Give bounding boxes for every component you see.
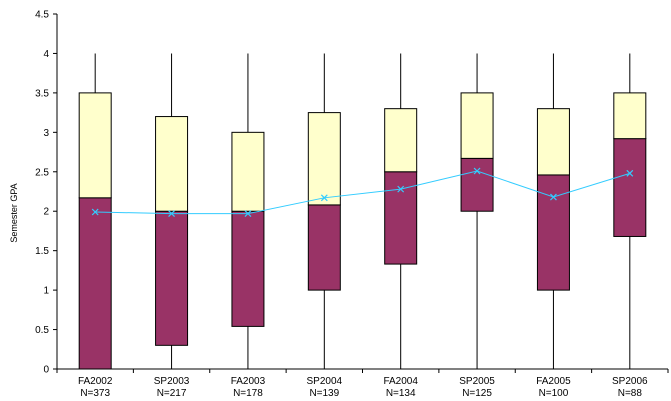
x-tick-label-count: N=217 bbox=[157, 388, 187, 399]
x-tick-label-term: FA2003 bbox=[231, 376, 266, 387]
y-tick-label: 4.5 bbox=[35, 10, 49, 21]
mean-marker bbox=[397, 185, 405, 193]
x-axis: FA2002N=373SP2003N=217FA2003N=178SP2004N… bbox=[56, 368, 669, 399]
box-lower bbox=[78, 197, 112, 370]
mean-series bbox=[91, 167, 634, 218]
box-upper bbox=[231, 131, 265, 212]
x-tick-label-term: FA2005 bbox=[536, 376, 571, 387]
box-lower bbox=[155, 210, 189, 346]
box-upper bbox=[613, 92, 647, 140]
box-lower bbox=[536, 174, 570, 291]
box-upper bbox=[460, 92, 494, 159]
box-upper bbox=[536, 108, 570, 176]
box-lower bbox=[231, 210, 265, 327]
mean-line bbox=[95, 170, 630, 215]
y-tick-label: 3.5 bbox=[35, 88, 49, 99]
box-upper bbox=[384, 108, 418, 173]
mean-marker bbox=[626, 169, 634, 177]
y-axis-title: Semester GPA bbox=[9, 183, 19, 242]
mean-marker bbox=[550, 193, 557, 201]
x-tick-label-term: SP2003 bbox=[154, 376, 190, 387]
box-lower bbox=[307, 204, 341, 291]
x-tick-label-term: SP2006 bbox=[612, 376, 648, 387]
x-tick-label-term: FA2002 bbox=[78, 376, 113, 387]
box-lower bbox=[384, 171, 418, 265]
box-upper bbox=[307, 112, 341, 206]
box-upper bbox=[78, 92, 112, 199]
x-tick-label-count: N=100 bbox=[539, 388, 569, 399]
y-axis: 0 0.5 1 1.5 2 2.5 3 3.5 4 4.5 bbox=[35, 10, 58, 376]
y-tick-label: 2 bbox=[43, 207, 49, 218]
x-tick-label-count: N=373 bbox=[80, 388, 110, 399]
x-tick-label-count: N=178 bbox=[233, 388, 263, 399]
x-tick-label-count: N=125 bbox=[462, 388, 492, 399]
x-tick-label-count: N=139 bbox=[309, 388, 339, 399]
mean-marker bbox=[244, 210, 252, 218]
box-lower bbox=[460, 157, 494, 212]
y-tick-label: 0.5 bbox=[35, 325, 49, 336]
mean-marker bbox=[168, 210, 175, 218]
box-upper bbox=[155, 116, 189, 212]
box-series bbox=[78, 53, 647, 370]
y-tick-label: 1.5 bbox=[35, 246, 49, 257]
y-tick-label: 1 bbox=[43, 286, 49, 297]
x-tick-label-term: SP2004 bbox=[307, 376, 343, 387]
x-tick-label-count: N=88 bbox=[618, 388, 643, 399]
x-tick-label-term: FA2004 bbox=[383, 376, 418, 387]
y-tick-label: 3 bbox=[43, 128, 49, 139]
y-tick-label: 4 bbox=[43, 49, 49, 60]
mean-marker bbox=[473, 167, 481, 175]
mean-marker bbox=[91, 208, 99, 216]
box-lower bbox=[613, 138, 647, 237]
x-tick-label-term: SP2005 bbox=[459, 376, 495, 387]
y-tick-label: 0 bbox=[43, 365, 49, 376]
y-tick-label: 2.5 bbox=[35, 167, 49, 178]
mean-marker bbox=[320, 194, 328, 202]
x-tick-label-count: N=134 bbox=[386, 388, 416, 399]
